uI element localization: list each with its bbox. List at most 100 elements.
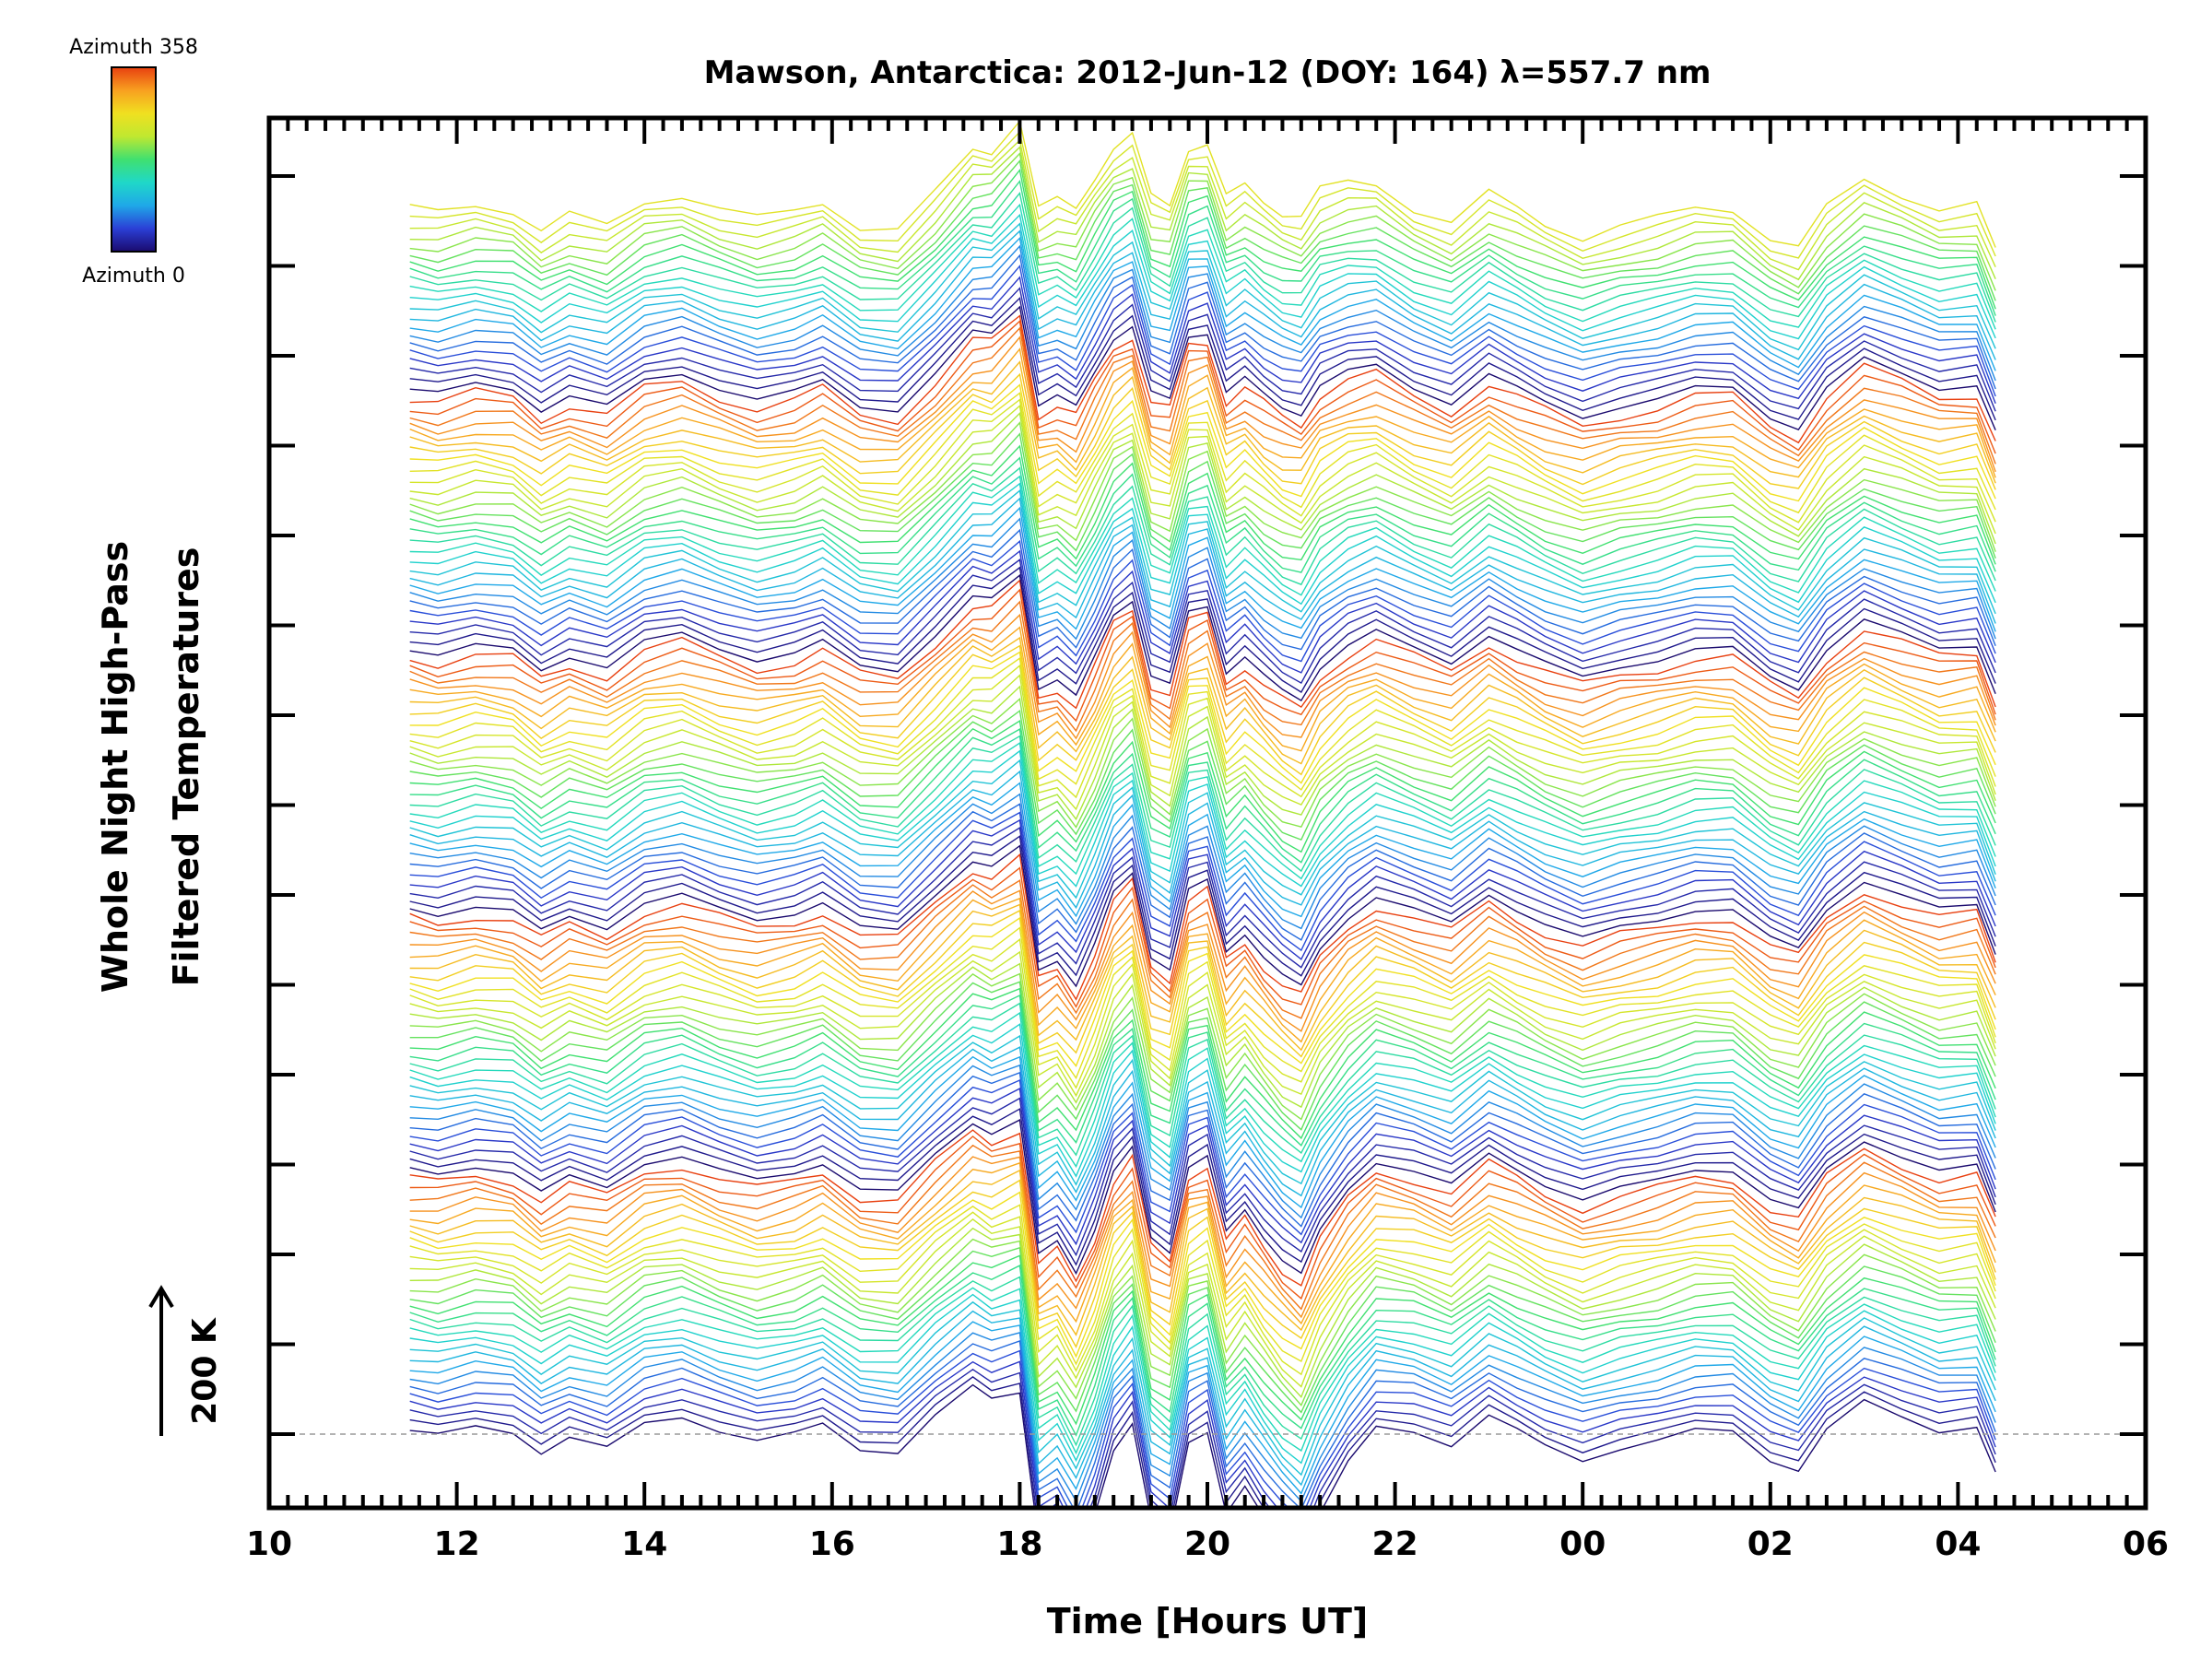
series-line xyxy=(409,651,1996,784)
series-line xyxy=(409,360,1996,484)
series-line xyxy=(409,1064,1996,1219)
series-line xyxy=(409,138,1996,271)
y-axis-label-line1: Whole Night High-Pass xyxy=(95,541,135,993)
series-line xyxy=(409,1246,1996,1414)
series-line xyxy=(409,168,1996,310)
series-line xyxy=(409,1191,1996,1359)
series-line xyxy=(409,879,1996,1019)
series-line xyxy=(409,1227,1996,1398)
series-line xyxy=(409,1078,1996,1236)
series-line xyxy=(409,916,1996,1067)
series-line xyxy=(409,903,1996,1052)
series-line xyxy=(409,727,1996,864)
series-line xyxy=(409,488,1996,615)
series-line xyxy=(409,326,1996,465)
series-line xyxy=(409,236,1996,371)
series-line xyxy=(409,1179,1996,1348)
series-line xyxy=(409,1097,1996,1257)
series-line xyxy=(409,626,1996,752)
series-line xyxy=(409,1265,1996,1437)
series-line xyxy=(409,759,1996,900)
colorbar-bottom-label: Azimuth 0 xyxy=(82,265,185,288)
series-line xyxy=(409,179,1996,316)
x-tick-label: 10 xyxy=(246,1525,292,1563)
series-line xyxy=(409,1023,1996,1178)
x-axis-label: Time [Hours UT] xyxy=(1047,1601,1369,1641)
series-line xyxy=(409,528,1996,651)
series-line xyxy=(409,287,1996,412)
series-line xyxy=(409,1156,1996,1319)
chart-title: Mawson, Antarctica: 2012-Jun-12 (DOY: 16… xyxy=(704,54,1712,91)
series-line xyxy=(409,600,1996,733)
series-line xyxy=(409,203,1996,330)
series-line xyxy=(409,444,1996,565)
series-line xyxy=(409,1349,1996,1508)
series-line xyxy=(409,1293,1996,1465)
axis-ticks xyxy=(267,118,2147,1508)
series-line xyxy=(409,244,1996,382)
series-line xyxy=(409,297,1996,421)
series-line xyxy=(409,735,1996,873)
series-line xyxy=(409,853,1996,1001)
series-line xyxy=(409,1321,1996,1495)
series-line xyxy=(409,549,1996,674)
series-line xyxy=(409,222,1996,351)
series-line xyxy=(409,579,1996,710)
y-axis-label-line2: Filtered Temperatures xyxy=(166,547,206,987)
series-line xyxy=(409,889,1996,1032)
series-line xyxy=(409,818,1996,960)
series-line xyxy=(409,803,1996,941)
series-line xyxy=(409,1376,1996,1508)
series-line xyxy=(409,972,1996,1121)
series-line xyxy=(409,674,1996,811)
series-line xyxy=(409,229,1996,360)
colorbar-top-label: Azimuth 358 xyxy=(69,36,198,59)
series-line xyxy=(409,1300,1996,1477)
series-line xyxy=(409,392,1996,514)
x-tick-label: 04 xyxy=(1935,1525,1981,1563)
series-lines xyxy=(409,120,1996,1508)
series-line xyxy=(409,962,1996,1109)
series-line xyxy=(409,411,1996,545)
colorbar-gradient xyxy=(111,66,157,253)
series-line xyxy=(409,305,1996,431)
series-line xyxy=(409,844,1996,988)
series-line xyxy=(409,421,1996,552)
x-tick-label: 18 xyxy=(996,1525,1042,1563)
series-line xyxy=(409,1383,1996,1508)
series-line xyxy=(409,152,1996,291)
series-line xyxy=(409,566,1996,693)
series-line xyxy=(409,1368,1996,1508)
series-line xyxy=(409,1332,1996,1503)
series-line xyxy=(409,1287,1996,1455)
series-line xyxy=(409,1071,1996,1228)
series-line xyxy=(409,347,1996,478)
series-line xyxy=(409,1238,1996,1406)
series-line xyxy=(409,1135,1996,1300)
x-tick-label: 20 xyxy=(1184,1525,1230,1563)
series-line xyxy=(409,782,1996,918)
x-tick-label: 12 xyxy=(434,1525,480,1563)
series-line xyxy=(409,981,1996,1131)
series-line xyxy=(409,314,1996,444)
series-line xyxy=(409,826,1996,969)
x-tick-label: 22 xyxy=(1372,1525,1418,1563)
series-line xyxy=(409,749,1996,888)
series-line xyxy=(409,1276,1996,1447)
series-line xyxy=(409,685,1996,821)
series-line xyxy=(409,1055,1996,1209)
series-line xyxy=(409,456,1996,573)
y-axis-label: Whole Night High-Pass Filtered Temperatu… xyxy=(95,541,206,993)
series-line xyxy=(409,588,1996,723)
series-line xyxy=(409,517,1996,641)
series-line xyxy=(409,539,1996,663)
series-line xyxy=(409,950,1996,1098)
series-line xyxy=(409,664,1996,799)
series-line xyxy=(409,866,1996,1008)
scale-bar-label: 200 K xyxy=(186,1317,224,1425)
series-line xyxy=(409,720,1996,853)
x-tick-label: 00 xyxy=(1559,1525,1606,1563)
series-line xyxy=(409,482,1996,606)
series-line xyxy=(409,1169,1996,1336)
x-tick-label: 06 xyxy=(2123,1525,2169,1563)
